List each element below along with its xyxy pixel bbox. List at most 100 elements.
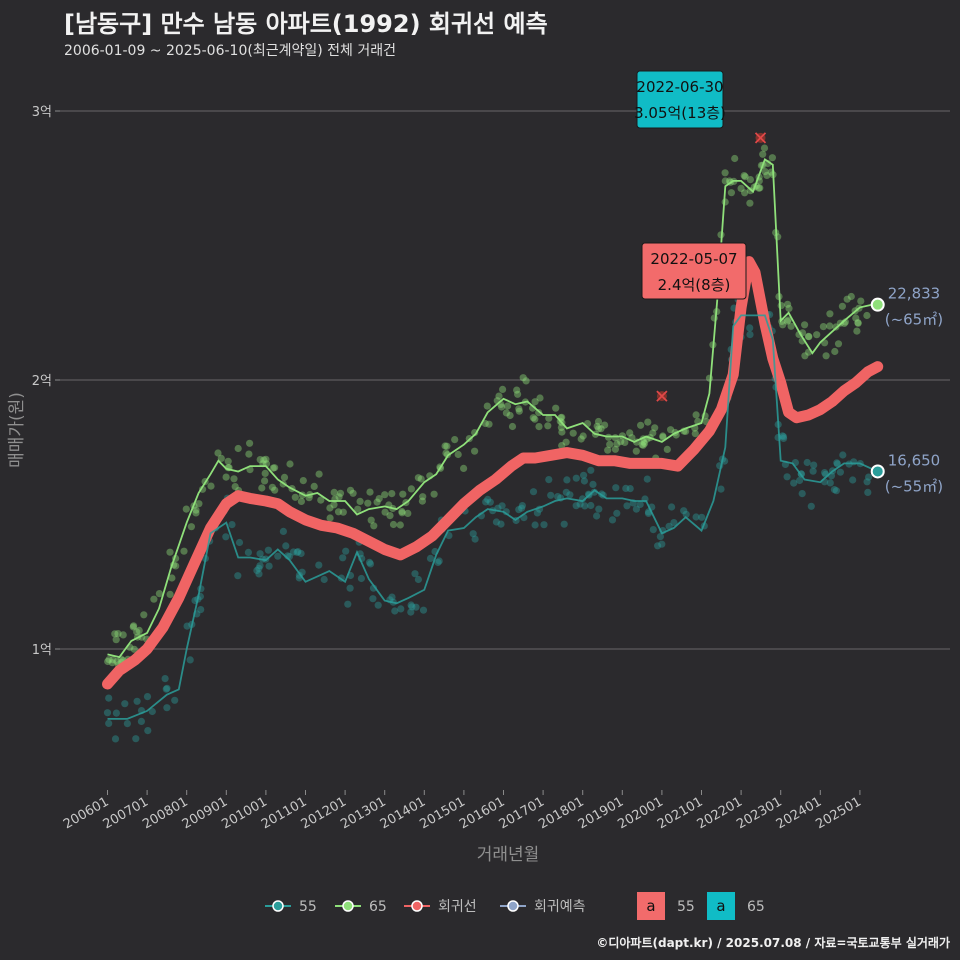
data-point — [294, 548, 302, 556]
data-point — [783, 473, 791, 481]
data-point — [255, 570, 263, 578]
data-point — [612, 484, 620, 492]
data-point — [535, 423, 543, 431]
legend-label-swatch — [707, 892, 735, 920]
data-point — [407, 608, 415, 616]
data-point — [137, 717, 145, 726]
data-point — [852, 314, 860, 322]
data-point — [365, 558, 374, 567]
data-point — [572, 474, 580, 482]
data-point — [144, 727, 152, 735]
data-point — [121, 700, 129, 708]
data-point — [346, 584, 354, 592]
data-point — [581, 502, 589, 510]
data-point — [315, 470, 323, 478]
data-point — [282, 542, 290, 550]
data-point — [370, 522, 378, 530]
annotation-box — [641, 242, 747, 300]
series-65-line — [107, 158, 872, 659]
data-point — [280, 473, 289, 481]
data-point — [197, 606, 205, 614]
data-point — [230, 475, 238, 483]
data-point — [103, 709, 112, 717]
data-point — [558, 428, 566, 436]
data-point — [217, 454, 225, 462]
data-point — [760, 144, 769, 152]
data-point — [130, 622, 138, 630]
data-point — [768, 154, 777, 162]
data-point — [269, 464, 277, 472]
data-point — [150, 595, 158, 603]
data-point — [637, 421, 645, 429]
data-point — [166, 590, 174, 599]
data-point — [268, 483, 276, 491]
data-point — [349, 489, 357, 497]
data-point — [334, 508, 343, 516]
data-point — [441, 442, 449, 450]
data-point — [796, 476, 804, 485]
data-point — [222, 533, 230, 541]
series-end-marker — [870, 464, 885, 479]
legend-label: 55 — [677, 899, 695, 915]
data-point — [692, 513, 700, 521]
data-point — [759, 150, 767, 158]
data-point — [486, 498, 494, 506]
data-point — [135, 626, 143, 635]
data-point — [253, 566, 261, 575]
data-point — [499, 385, 507, 393]
data-point — [626, 429, 634, 437]
data-point — [514, 390, 522, 398]
data-point — [854, 319, 862, 327]
data-point — [373, 498, 381, 506]
data-point — [330, 501, 338, 509]
data-point — [222, 473, 230, 481]
annotation-layer: 22,833 (~65㎡) 16,650 (~55㎡) 2022-06-30 3.05억(… — [634, 70, 943, 495]
data-point — [763, 171, 771, 179]
data-point — [746, 324, 754, 332]
data-point — [114, 630, 122, 638]
data-point — [850, 458, 858, 466]
data-point — [780, 434, 788, 442]
data-point — [112, 709, 120, 717]
data-point — [388, 490, 396, 498]
data-point — [244, 548, 252, 557]
data-point — [255, 564, 263, 572]
data-point — [108, 659, 116, 667]
data-point — [182, 505, 190, 513]
data-point — [519, 374, 527, 382]
data-point — [774, 233, 782, 241]
data-point — [698, 513, 706, 521]
data-point — [111, 735, 120, 743]
data-point — [260, 456, 268, 464]
data-point — [132, 735, 140, 743]
chart-subtitle: 2006-01-09 ~ 2025-06-10(최근계약일) 전체 거래건 — [64, 43, 396, 59]
data-point — [471, 447, 479, 455]
data-point — [803, 458, 811, 467]
data-point — [109, 656, 117, 664]
data-point — [721, 169, 729, 177]
data-point — [595, 505, 603, 513]
data-point — [826, 310, 834, 318]
data-point — [192, 509, 200, 517]
data-point — [336, 489, 345, 497]
data-point — [518, 502, 527, 510]
data-point — [626, 485, 634, 493]
data-point — [778, 432, 787, 440]
data-point — [483, 402, 491, 410]
data-point — [821, 469, 829, 477]
data-point — [836, 468, 845, 476]
data-point — [562, 438, 570, 446]
data-point — [391, 607, 399, 615]
data-point — [594, 417, 603, 426]
data-point — [354, 505, 362, 513]
data-point — [214, 449, 222, 457]
data-point — [515, 407, 523, 415]
data-point — [522, 377, 530, 385]
data-point — [310, 482, 318, 490]
data-point — [659, 433, 667, 441]
data-point — [667, 426, 675, 434]
data-point — [622, 484, 630, 492]
data-point — [326, 504, 334, 512]
y-tick-label: 3억 — [32, 105, 52, 120]
data-point — [256, 550, 264, 558]
